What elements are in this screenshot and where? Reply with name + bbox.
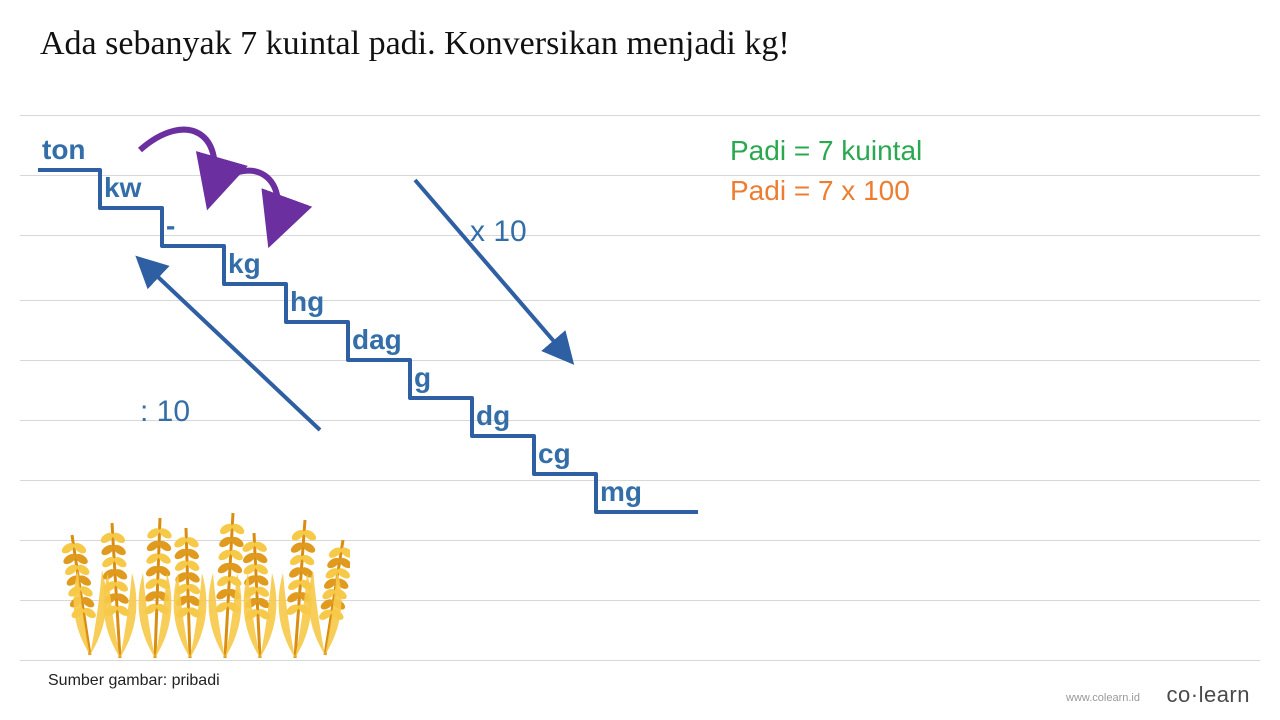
brand-logo: co·learn <box>1167 682 1251 708</box>
unit-label-kw: kw <box>104 172 141 204</box>
arrow-down-x10 <box>415 180 570 360</box>
label-div-10: : 10 <box>140 395 190 429</box>
unit-label-g: g <box>414 362 431 394</box>
unit-label-dag: dag <box>352 324 402 356</box>
page-root: Ada sebanyak 7 kuintal padi. Konversikan… <box>0 0 1280 720</box>
wheat-illustration <box>50 490 350 660</box>
image-source: Sumber gambar: pribadi <box>48 672 220 690</box>
brand-a: co <box>1167 682 1191 707</box>
brand-dot: · <box>1191 682 1199 707</box>
unit-label--: - <box>166 210 175 242</box>
unit-label-cg: cg <box>538 438 571 470</box>
unit-label-dg: dg <box>476 400 510 432</box>
unit-label-mg: mg <box>600 476 642 508</box>
unit-label-kg: kg <box>228 248 261 280</box>
curve-arrow-kw-to-dash <box>140 130 215 200</box>
label-times-10: x 10 <box>470 215 527 249</box>
curve-arrow-dash-to-kg <box>210 171 278 238</box>
unit-label-ton: ton <box>42 134 86 166</box>
brand-b: learn <box>1199 682 1250 707</box>
unit-label-hg: hg <box>290 286 324 318</box>
brand-url: www.colearn.id <box>1066 692 1140 704</box>
